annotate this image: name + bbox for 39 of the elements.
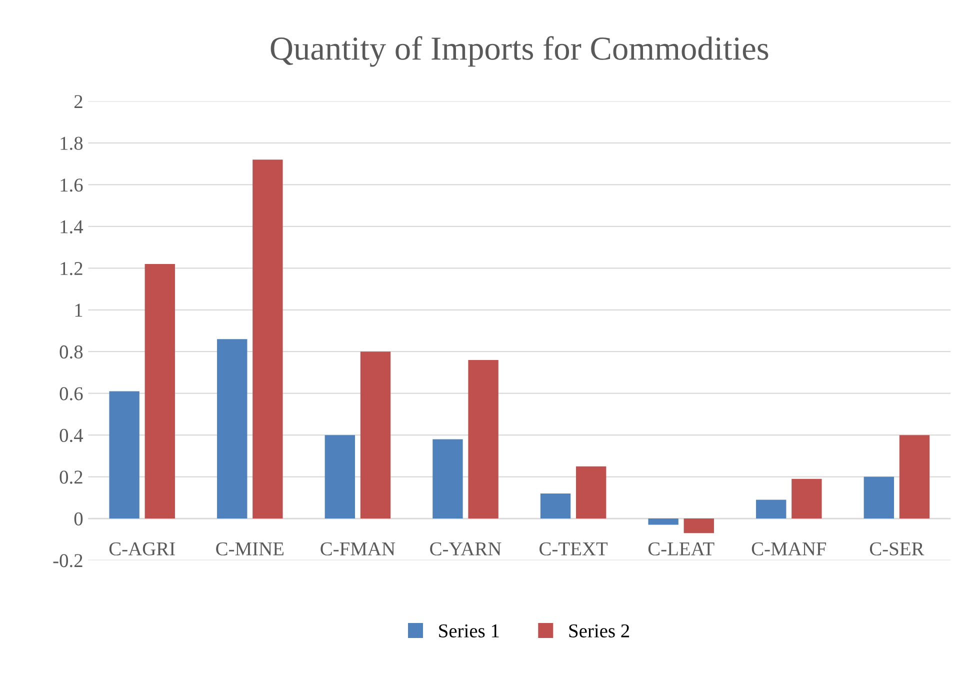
y-tick-label: 1.2 — [60, 262, 82, 276]
x-tick-label: C-MINE — [216, 542, 284, 556]
y-tick-label: 0.2 — [60, 470, 82, 484]
bar — [252, 160, 283, 519]
bar — [792, 478, 822, 519]
y-tick-label: 2 — [74, 95, 82, 108]
legend-label: Series 1 — [439, 624, 499, 638]
y-tick-label: 1 — [75, 304, 82, 317]
y-tick-label: 0.8 — [60, 345, 83, 359]
y-tick-label: -0.2 — [53, 554, 82, 568]
legend-label: Series 2 — [569, 624, 630, 638]
x-tick-label: C-TEXT — [540, 542, 608, 556]
y-tick-label: 1.4 — [60, 220, 84, 234]
chart-title: Quantity of Imports for Commodities — [270, 36, 768, 67]
y-tick-label: 0.6 — [60, 387, 83, 400]
x-tick-label: C-YARN — [430, 542, 502, 556]
bar — [756, 500, 786, 519]
bar — [540, 493, 571, 519]
y-tick-label: 0 — [74, 512, 83, 526]
bar — [468, 360, 498, 519]
bar — [360, 352, 391, 519]
bar — [144, 264, 175, 519]
y-tick-label: 0.4 — [60, 428, 84, 442]
x-tick-label: C-MANF — [752, 542, 826, 556]
bar — [864, 476, 894, 519]
bar — [684, 518, 714, 534]
bar — [576, 466, 606, 519]
x-tick-label: C-FMAN — [320, 542, 396, 556]
y-tick-label: 1.6 — [60, 178, 83, 192]
bar — [109, 391, 140, 519]
y-tick-label: 1.8 — [60, 136, 83, 150]
bar — [432, 439, 463, 519]
x-tick-label: C-LEAT — [648, 542, 714, 556]
x-tick-label: C-SER — [870, 542, 924, 556]
x-tick-label: C-AGRI — [109, 542, 175, 556]
bar — [899, 435, 930, 519]
bar — [324, 435, 356, 519]
bar — [648, 518, 678, 525]
bar — [217, 339, 248, 519]
